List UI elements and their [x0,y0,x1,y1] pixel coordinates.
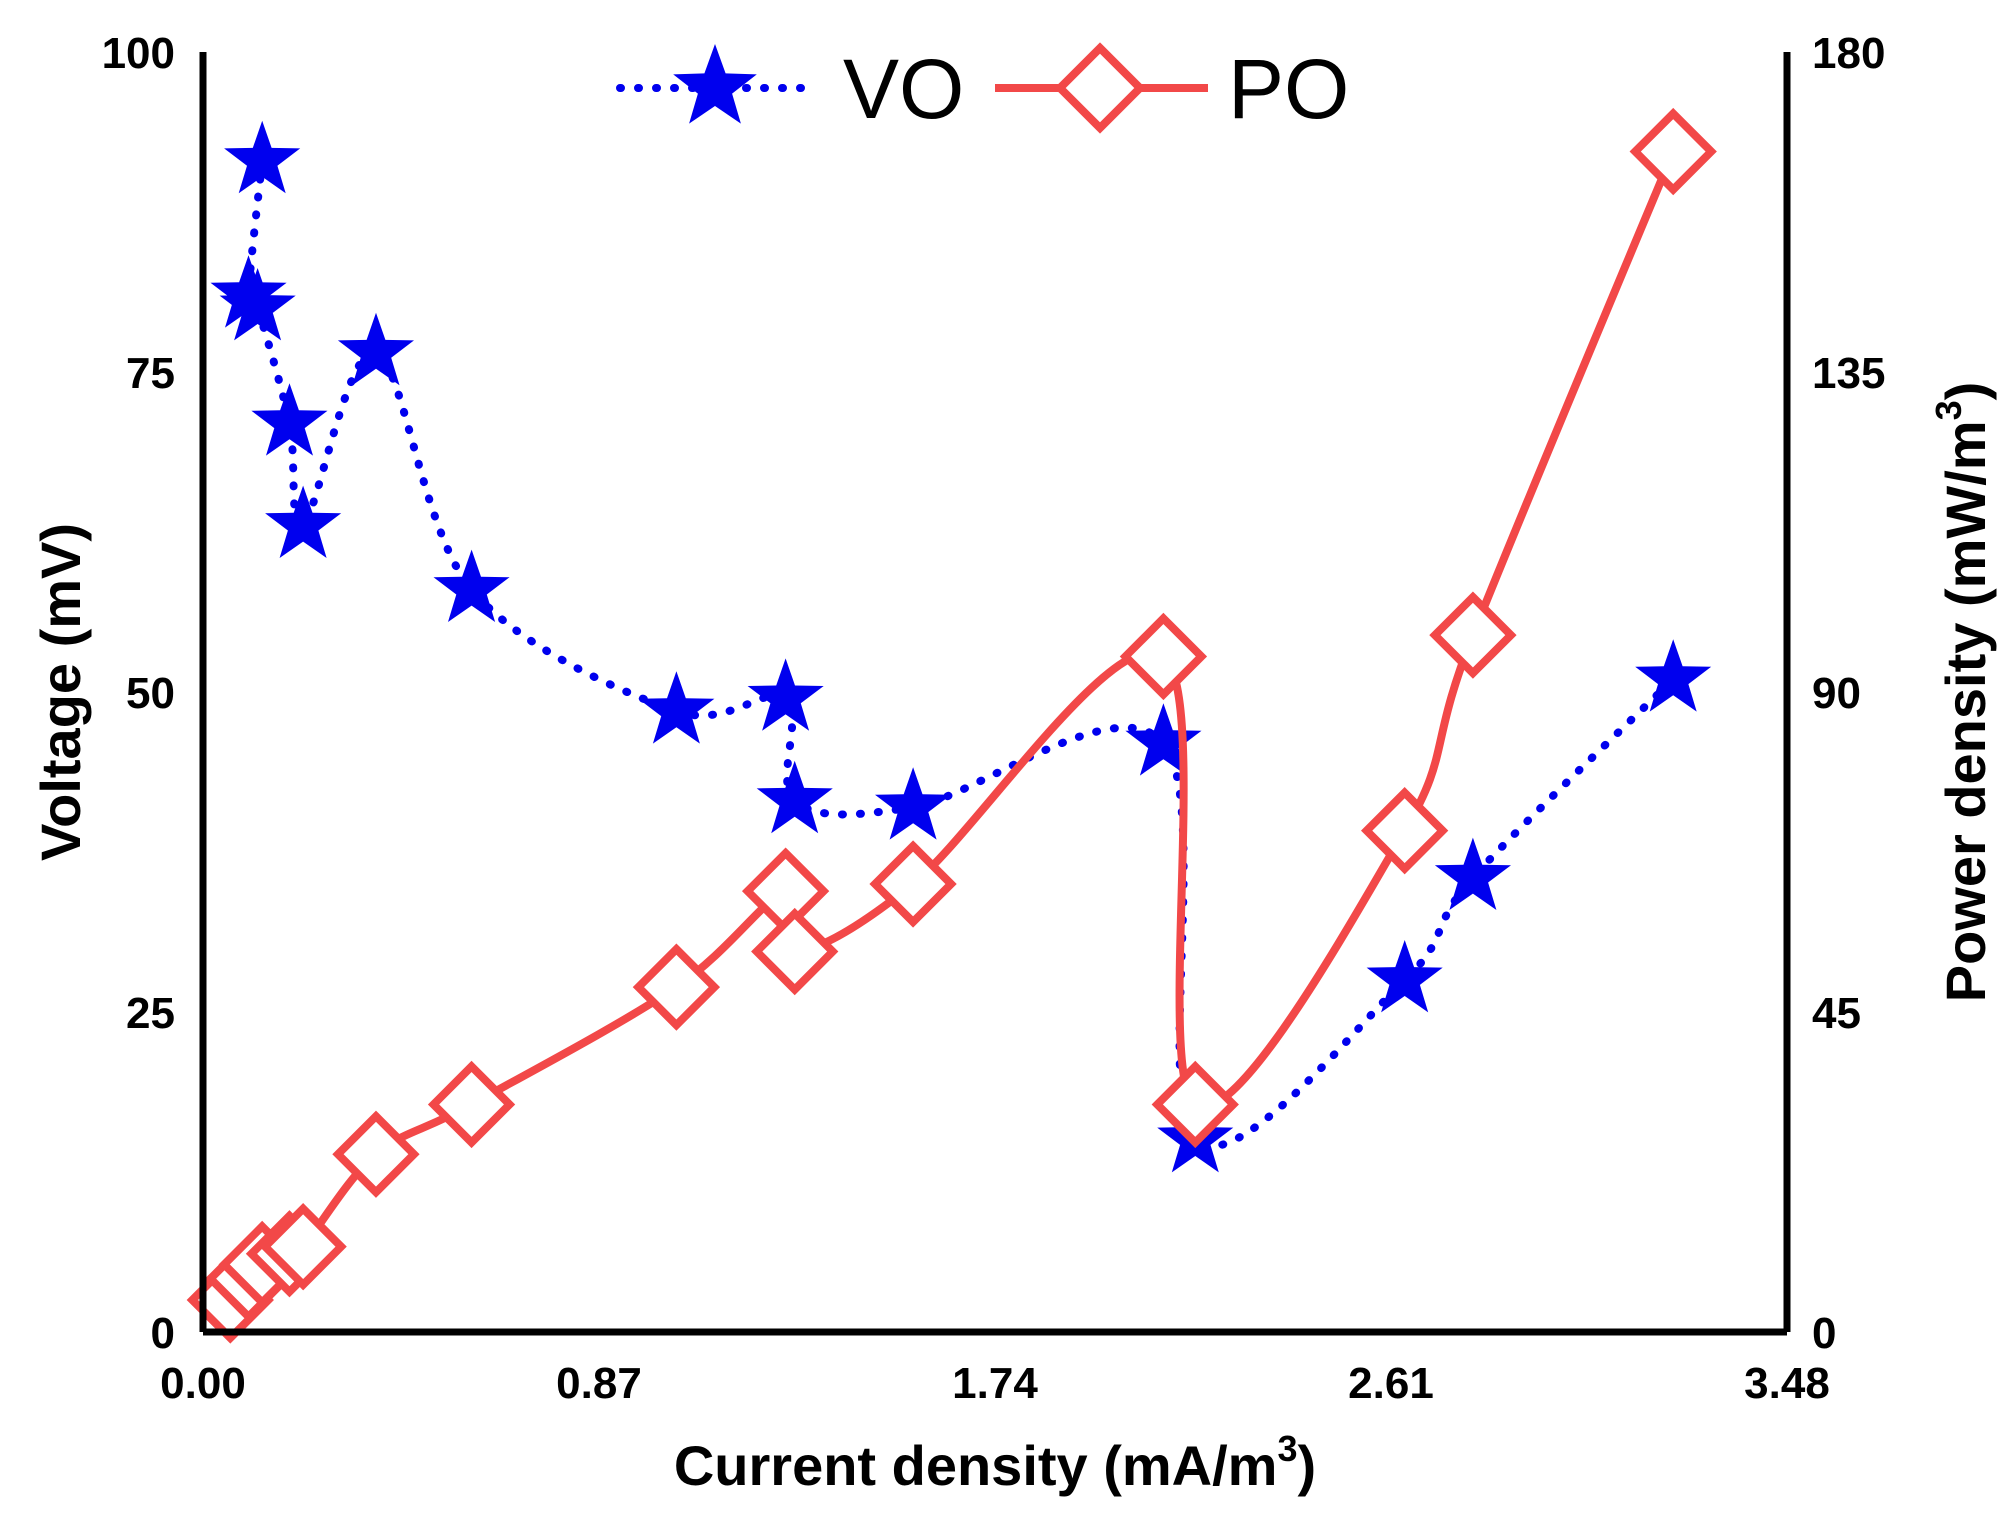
series-vo-point [265,485,342,558]
series-vo-point [1434,837,1511,910]
series-po-point [1151,1060,1239,1149]
x-axis-title: Current density (mA/m3) [674,1428,1316,1497]
legend-po-label: PO [1228,42,1349,136]
series-po-point [751,907,839,996]
series-vo-point [1635,639,1712,712]
series-po-point [1360,787,1449,875]
series-po-point [1629,107,1717,196]
series-vo-point [337,312,414,386]
series-po-point [632,943,721,1031]
series-vo-point [433,549,510,622]
x-tick-label: 0.87 [556,1359,642,1408]
series-po-point [332,1110,420,1198]
axes [199,52,1791,1336]
right-y-tick-label: 90 [1812,669,1861,718]
right-y-tick-label: 0 [1812,1309,1836,1358]
plot-area [186,107,1717,1344]
series-vo-point [875,767,952,840]
right-y-tick-label: 45 [1812,989,1861,1038]
left-y-tick-label: 0 [151,1309,175,1358]
x-tick-label: 3.48 [1744,1359,1830,1408]
x-tick-label: 1.74 [952,1359,1038,1408]
right-y-tick-label: 180 [1812,29,1885,78]
series-po-point [427,1060,516,1149]
left-y-tick-label: 100 [102,29,175,78]
series-vo-point [219,268,296,341]
left-y-tick-label: 50 [126,669,175,718]
series-vo-point [210,255,287,328]
left-y-axis-title: Voltage (mV) [29,523,92,861]
series-po-point [869,840,957,928]
legend-vo-marker [673,44,757,124]
left-y-tick-label: 75 [126,349,175,398]
right-y-axis-title: Power density (mW/m3) [1928,382,1997,1003]
legend-vo-label: VO [843,42,964,136]
series-vo-point [747,658,824,731]
tick-labels: 0.00 0.87 1.74 2.61 3.4802550751000459013518… [102,29,1886,1408]
x-tick-label: 2.61 [1348,1359,1434,1408]
series-vo-point [1366,940,1443,1013]
series-vo-point [224,120,301,194]
series-po-point [1429,591,1517,679]
series-po-line [227,150,1677,1303]
left-y-tick-label: 25 [126,989,175,1038]
series-vo-point [638,671,715,744]
legend: VO PO [616,42,1349,136]
legend-po-marker [1054,42,1146,134]
series-vo-point [1125,703,1202,776]
series-vo-point [756,760,833,834]
series-po-point [259,1203,347,1291]
series-vo-point [251,383,328,456]
x-tick-label: 0.00 [160,1359,246,1408]
right-y-tick-label: 135 [1812,349,1885,398]
series-po-point [1119,612,1208,701]
